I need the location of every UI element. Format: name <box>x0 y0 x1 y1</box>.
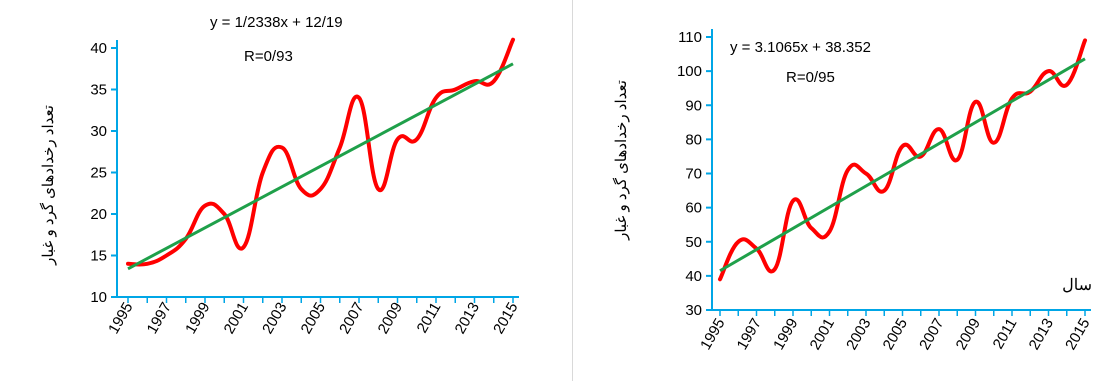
y-tick-label: 60 <box>685 200 702 217</box>
x-tick-label: 2015 <box>490 300 521 337</box>
y-tick-label: 20 <box>90 206 107 223</box>
y-tick-label: 110 <box>678 29 702 46</box>
x-tick-label: 2005 <box>298 300 329 337</box>
data-series-line <box>718 38 1087 282</box>
chart-left: y = 1/2338x + 12/19 R=0/93 تعداد رخدادها… <box>0 0 556 381</box>
r-label: R=0/93 <box>244 48 293 65</box>
x-tick-label: 2003 <box>259 300 290 337</box>
x-tick-label: 2013 <box>452 300 483 337</box>
y-tick-label: 100 <box>677 63 702 80</box>
trend-line <box>719 57 1086 273</box>
y-tick-label: 90 <box>685 97 702 114</box>
x-tick-label: 1997 <box>144 300 175 337</box>
y-tick-label: 70 <box>685 166 702 183</box>
x-tick-label: 2005 <box>880 316 911 353</box>
x-tick-label: 2013 <box>1026 316 1057 353</box>
y-tick-label: 15 <box>90 248 107 265</box>
x-tick-label: 1995 <box>105 300 136 337</box>
data-series-line <box>126 37 515 267</box>
x-axis-title: سال <box>1062 277 1092 294</box>
x-tick-label: 2015 <box>1062 316 1093 353</box>
x-tick-label: 1997 <box>734 316 765 353</box>
x-tick-label: 2001 <box>807 316 838 353</box>
x-tick-label: 2003 <box>843 316 874 353</box>
x-tick-label: 2009 <box>375 300 406 337</box>
y-tick-label: 35 <box>90 82 107 99</box>
x-tick-label: 2001 <box>221 300 252 337</box>
x-tick-label: 1995 <box>697 316 728 353</box>
equation-label: y = 3.1065x + 38.352 <box>730 39 871 56</box>
trend-line <box>127 62 514 271</box>
chart-left-svg: y = 1/2338x + 12/19 R=0/93 تعداد رخدادها… <box>39 14 521 337</box>
r-label: R=0/95 <box>786 69 835 86</box>
x-tick-label: 1999 <box>182 300 213 337</box>
y-tick-label: 25 <box>90 165 107 182</box>
chart-right-svg: y = 3.1065x + 38.352 R=0/95 تعداد رخداده… <box>612 29 1093 353</box>
chart-right: y = 3.1065x + 38.352 R=0/95 تعداد رخداده… <box>592 0 1115 381</box>
x-tick-label: 2011 <box>990 316 1021 352</box>
x-tick-label: 2011 <box>414 300 445 336</box>
y-axis-title: تعداد رخدادهای گرد و غبار <box>39 105 57 266</box>
y-axis-title: تعداد رخدادهای گرد و غبار <box>612 80 630 241</box>
y-tick-label: 10 <box>90 289 107 306</box>
y-tick-label: 40 <box>685 268 702 285</box>
panel-divider <box>572 0 573 381</box>
x-tick-label: 2009 <box>953 316 984 353</box>
y-tick-label: 50 <box>685 234 702 251</box>
x-tick-label: 1999 <box>770 316 801 353</box>
y-tick-label: 30 <box>685 302 702 319</box>
x-tick-label: 2007 <box>916 316 947 353</box>
y-tick-label: 80 <box>685 131 702 148</box>
equation-label: y = 1/2338x + 12/19 <box>210 14 343 31</box>
y-tick-label: 30 <box>90 123 107 140</box>
x-tick-label: 2007 <box>336 300 367 337</box>
y-tick-label: 40 <box>90 40 107 57</box>
